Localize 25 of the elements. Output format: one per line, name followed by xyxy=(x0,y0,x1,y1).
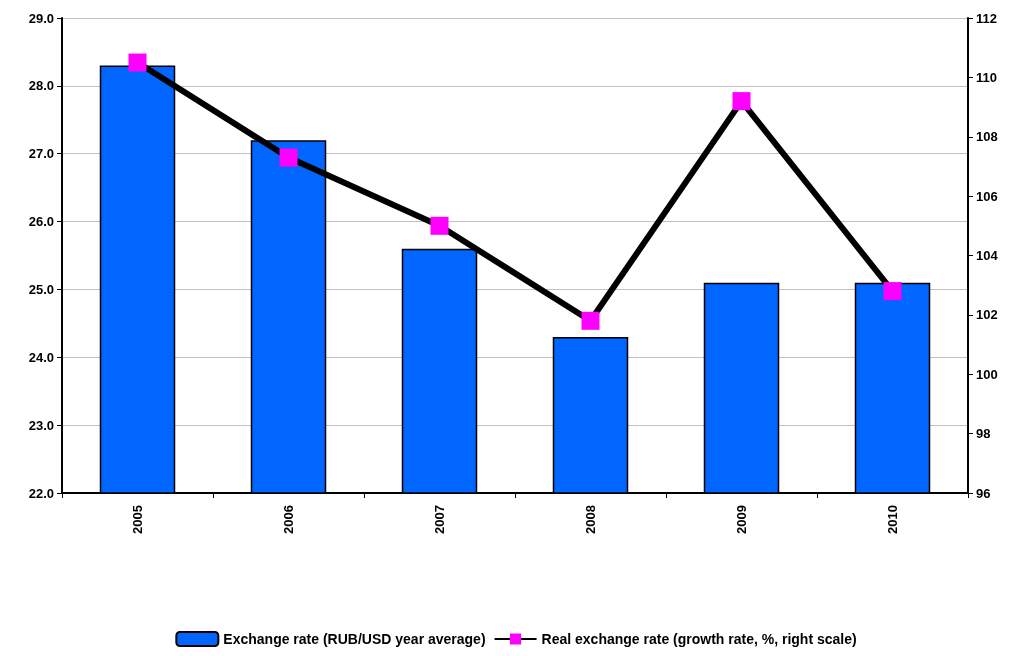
legend-label: Real exchange rate (growth rate, %, right scale) xyxy=(541,631,857,647)
y2-tick-label: 110 xyxy=(976,69,997,85)
y-tick-label: 24.0 xyxy=(28,349,54,365)
y2-tick-label: 106 xyxy=(976,188,998,204)
y-tick-label: 29.0 xyxy=(28,10,54,26)
y-tick-label: 26.0 xyxy=(28,214,54,230)
y-tick-label: 27.0 xyxy=(28,146,54,162)
x-tick-label: 2005 xyxy=(130,505,145,534)
x-tick-label: 2008 xyxy=(583,505,598,534)
x-tick-label: 2006 xyxy=(281,505,296,534)
y2-tick-label: 102 xyxy=(976,307,998,323)
x-tick-label: 2009 xyxy=(734,505,749,534)
y2-tick-label: 100 xyxy=(976,366,998,382)
y2-tick-label: 104 xyxy=(976,248,999,263)
y-tick-label: 22.0 xyxy=(28,485,54,501)
y2-tick-label: 98 xyxy=(976,426,991,442)
x-tick-label: 2007 xyxy=(432,505,447,534)
y2-tick-label: 112 xyxy=(976,10,997,26)
y2-tick-label: 96 xyxy=(976,485,991,501)
y-tick-label: 25.0 xyxy=(28,281,54,297)
y-tick-label: 23.0 xyxy=(28,417,54,433)
y-tick-label: 28.0 xyxy=(28,78,54,94)
y2-tick-label: 108 xyxy=(976,129,998,145)
x-tick-label: 2010 xyxy=(885,505,900,534)
legend-label: Exchange rate (RUB/USD year average) xyxy=(223,631,486,647)
